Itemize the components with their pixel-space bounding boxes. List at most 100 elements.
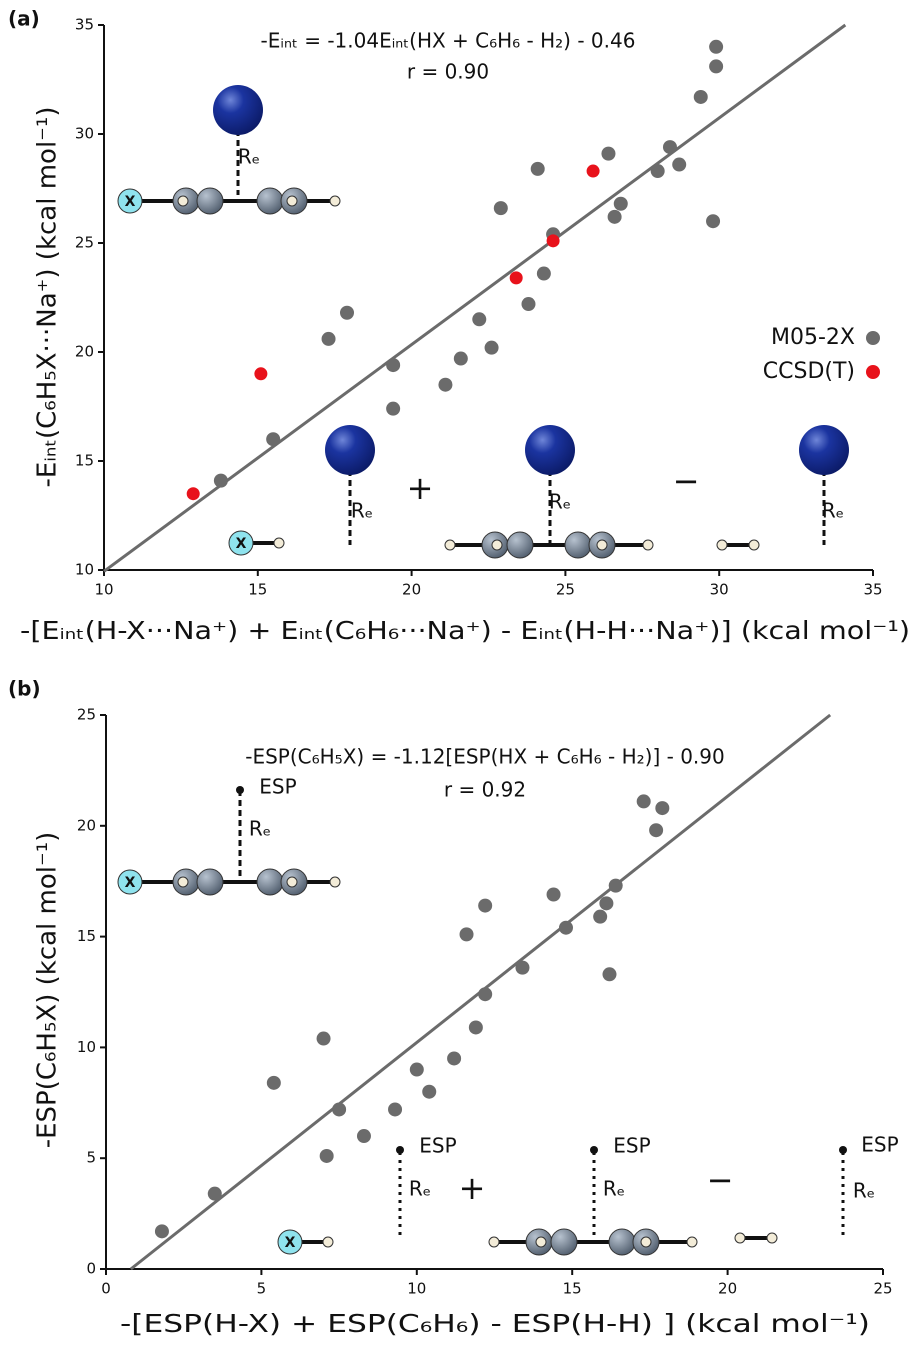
legend-marker [866,365,880,379]
esp-point [236,786,244,794]
sodium-ion [325,425,375,475]
annotation: Rₑ [549,490,571,514]
y-tick-label: 0 [86,1260,96,1278]
molecule-atom [565,532,591,558]
esp-point [396,1146,404,1154]
molecule-atom [489,1237,499,1247]
molecule-atom [257,188,283,214]
data-point [587,165,600,178]
x-tick-label: 20 [402,581,421,599]
data-point [460,927,474,941]
x-axis-label: -[Eᵢₙₜ(H-X···Na⁺) + Eᵢₙₜ(C₆H₆···Na⁺) - E… [20,616,910,645]
data-point [599,896,613,910]
molecule-atom [197,869,223,895]
y-tick-label: 30 [75,125,94,143]
data-point [410,1063,424,1077]
esp-point [839,1146,847,1154]
chart-title: -Eᵢₙₜ = -1.04Eᵢₙₜ(HX + C₆H₆ - H₂) - 0.46 [261,29,636,53]
data-point [672,158,686,172]
data-point [187,487,200,500]
y-axis-label: -Eᵢₙₜ(C₆H₅X···Na⁺) (kcal mol⁻¹) [33,107,63,488]
panel-label: (a) [8,7,40,31]
molecule-atom [767,1233,777,1243]
data-point [485,341,499,355]
panel-label: (b) [8,677,41,701]
annotation: X [285,1235,296,1251]
data-point [447,1051,461,1065]
data-point [547,234,560,247]
x-tick-label: 5 [257,1280,267,1298]
chart-subtitle: r = 0.92 [444,778,526,802]
data-point [454,352,468,366]
data-point [521,297,535,311]
x-tick-label: 20 [718,1280,737,1298]
chart-title: -ESP(C₆H₅X) = -1.12[ESP(HX + C₆H₆ - H₂)]… [245,745,724,769]
molecule-atom [274,538,284,548]
annotation: ESP [259,775,296,799]
data-point [559,921,573,935]
annotation: Rₑ [853,1179,875,1203]
data-point [694,90,708,104]
data-point [608,210,622,224]
legend-marker [866,331,880,345]
data-point [593,910,607,924]
x-tick-label: 30 [710,581,729,599]
data-point [637,794,651,808]
x-axis-label: -[ESP(H-X) + ESP(C₆H₆) - ESP(H-H) ] (kca… [120,1309,870,1338]
data-point [320,1149,334,1163]
data-point [709,59,723,73]
annotation: Rₑ [238,145,260,169]
annotation: X [125,875,136,891]
molecule-atom [507,532,533,558]
annotation: + [459,1169,486,1207]
data-point [510,271,523,284]
x-tick-label: 25 [873,1280,892,1298]
molecule-atom [178,877,188,887]
annotation: − [707,1161,734,1199]
annotation: ESP [861,1133,898,1157]
y-tick-label: 35 [75,16,94,34]
data-point [155,1224,169,1238]
annotation: Rₑ [409,1177,431,1201]
molecule-atom [287,196,297,206]
data-point [478,987,492,1001]
molecule-atom [287,877,297,887]
annotation: Rₑ [822,499,844,523]
y-tick-label: 10 [77,1038,96,1056]
molecule-atom [749,540,759,550]
data-point [651,164,665,178]
sodium-ion [799,425,849,475]
x-tick-label: 25 [556,581,575,599]
data-point [649,823,663,837]
x-tick-label: 10 [407,1280,426,1298]
molecule-atom [330,877,340,887]
data-point [332,1102,346,1116]
data-point [469,1020,483,1034]
y-tick-label: 25 [75,234,94,252]
annotation: Rₑ [351,499,373,523]
molecule-atom [323,1237,333,1247]
data-point [208,1187,222,1201]
data-point [357,1129,371,1143]
legend-label: M05-2X [771,325,855,350]
molecule-atom [609,1229,635,1255]
molecule-atom [536,1237,546,1247]
y-tick-label: 10 [75,561,94,579]
annotation: + [407,469,434,507]
data-point [386,358,400,372]
data-point [267,1076,281,1090]
data-point [388,1102,402,1116]
esp-point [590,1146,598,1154]
legend-label: CCSD(T) [763,359,855,384]
annotation: − [673,462,700,500]
data-point [214,474,228,488]
y-tick-label: 15 [77,927,96,945]
molecule-atom [492,540,502,550]
annotation: Rₑ [249,817,271,841]
molecule-atom [735,1233,745,1243]
molecule-atom [445,540,455,550]
data-point [254,367,267,380]
molecule-atom [551,1229,577,1255]
annotation: ESP [419,1134,456,1158]
annotation: X [236,536,247,552]
